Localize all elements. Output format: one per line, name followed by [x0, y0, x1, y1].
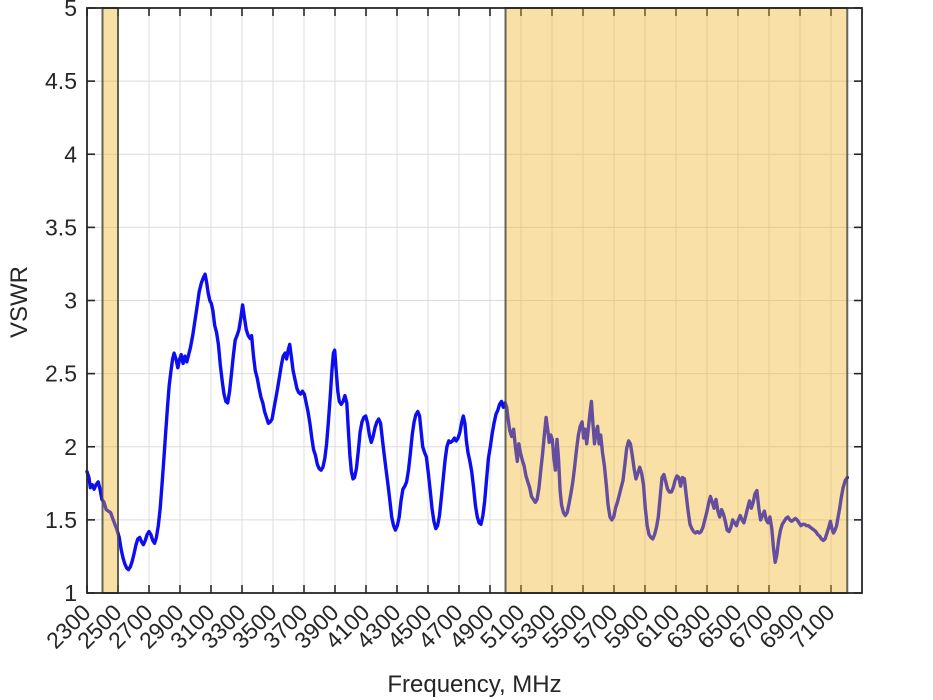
- x-axis-label: Frequency, MHz: [387, 671, 562, 698]
- y-tick-label: 2: [64, 434, 77, 460]
- y-axis-label: VSWR: [6, 266, 33, 338]
- y-tick-label: 3.5: [45, 214, 77, 240]
- y-tick-label: 4.5: [45, 68, 77, 94]
- highlight-band: [101, 7, 119, 594]
- axes-box: [86, 7, 863, 594]
- y-tick-label: 1.5: [45, 507, 77, 533]
- y-tick-label: 3: [64, 288, 77, 314]
- y-tick-label: 5: [64, 0, 77, 21]
- highlight-band: [504, 7, 849, 594]
- y-tick-label: 1: [64, 580, 77, 606]
- vswr-data-line: [85, 272, 849, 572]
- y-tick-label: 2.5: [45, 361, 77, 387]
- y-tick-label: 4: [64, 141, 77, 167]
